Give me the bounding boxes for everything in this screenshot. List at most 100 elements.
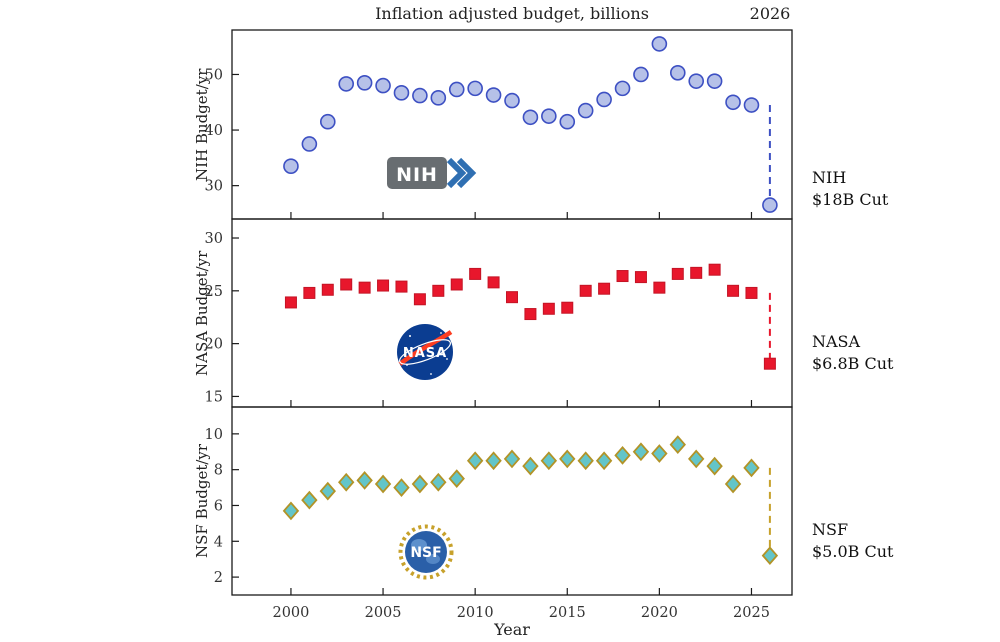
nasa-data-point (340, 278, 353, 291)
nih-data-point (633, 66, 649, 83)
nasa-data-point (524, 308, 537, 321)
nih-data-point (706, 73, 723, 89)
nih-logo-box (387, 157, 447, 189)
nsf-data-point (282, 501, 300, 521)
x-tick-label: 2010 (457, 605, 494, 621)
nasa-logo-text: NASA (403, 346, 447, 361)
nsf-data-point (743, 458, 760, 478)
nsf-data-point (559, 449, 576, 469)
nsf-data-point (338, 472, 355, 492)
nih-data-point (485, 87, 502, 103)
nih-data-point (651, 36, 668, 52)
x-tick-label: 2025 (733, 605, 770, 621)
x-tick-label: 2005 (365, 605, 402, 621)
nasa-data-point (708, 263, 721, 276)
nasa-data-point (745, 286, 758, 299)
nsf-data-point (614, 445, 631, 465)
nasa-data-point (598, 282, 611, 295)
nih-data-point (338, 76, 355, 92)
nasa-data-point (671, 267, 684, 280)
nih-data-point (743, 97, 760, 113)
nsf-cut-line2: $5.0B Cut (812, 542, 894, 561)
nih-data-point (559, 113, 576, 130)
nasa-data-point (469, 267, 482, 280)
nih-data-point (762, 197, 778, 213)
nsf-data-point (503, 449, 521, 469)
nih-data-point (430, 90, 447, 106)
nasa-data-point (321, 283, 334, 296)
nih-data-point (522, 109, 539, 126)
y-tick-label: 30 (205, 179, 223, 195)
nsf-data-point (577, 451, 594, 471)
nasa-star-icon (430, 373, 432, 375)
nsf-logo: NSF (398, 524, 454, 584)
nasa-data-point (506, 291, 518, 304)
nasa-data-point (634, 271, 647, 284)
y-tick-label: 15 (205, 389, 223, 405)
nasa-orbit-icon (399, 339, 451, 365)
nasa-cut-annotation: NASA $6.8B Cut (812, 331, 952, 375)
nih-data-point (688, 73, 705, 89)
nih-data-point (356, 75, 373, 91)
nih-data-point (504, 92, 520, 109)
nih-data-point (577, 102, 594, 119)
nasa-data-point (763, 357, 776, 370)
nih-data-point (319, 113, 336, 130)
nasa-data-point (413, 293, 426, 306)
nasa-star-icon (409, 335, 411, 337)
nasa-data-point (542, 302, 555, 315)
panel-border-nih (231, 29, 793, 220)
nih-data-point (283, 158, 299, 174)
nsf-data-point (688, 449, 705, 469)
nih-data-point (393, 85, 410, 101)
nasa-cut-line1: NASA (812, 332, 861, 351)
nsf-data-point (540, 451, 558, 471)
nsf-data-point (356, 471, 373, 490)
nasa-data-point (561, 301, 574, 314)
x-tick-label: 2020 (641, 605, 678, 621)
panel-border-nasa (231, 218, 793, 408)
nasa-cut-line2: $6.8B Cut (812, 354, 894, 373)
nasa-data-point (653, 281, 666, 294)
nsf-data-point (595, 451, 613, 471)
y-tick-label: 25 (205, 284, 223, 300)
nasa-data-point (395, 280, 408, 293)
y-axis-label-nsf: NSF Budget/yr (193, 443, 211, 559)
nih-data-point (541, 108, 557, 124)
nsf-star-ring-icon (398, 524, 454, 580)
nih-data-point (725, 94, 741, 111)
nsf-logo-text: NSF (410, 545, 441, 561)
nsf-data-point (632, 442, 650, 462)
y-tick-label: 2 (214, 570, 223, 586)
y-tick-label: 10 (205, 427, 223, 443)
nih-data-point (412, 87, 428, 104)
panel-border-nsf (231, 406, 793, 596)
nasa-star-icon (446, 358, 448, 360)
nsf-data-point (485, 451, 502, 471)
chart-title: Inflation adjusted budget, billions (375, 4, 649, 23)
y-tick-label: 20 (205, 337, 223, 353)
nasa-logo: NASA (396, 323, 454, 385)
nasa-data-point (579, 284, 592, 297)
x-tick-label: 2000 (272, 605, 309, 621)
nasa-swoosh-icon (398, 330, 453, 366)
nih-cut-line2: $18B Cut (812, 190, 889, 209)
nasa-data-point (358, 281, 371, 294)
nasa-star-icon (440, 332, 442, 334)
nsf-data-point (319, 481, 336, 501)
nasa-data-point (377, 279, 390, 292)
nsf-data-point (466, 451, 484, 471)
nih-data-point (467, 80, 483, 97)
nasa-data-point (616, 270, 629, 283)
x-tick-label: 2015 (549, 605, 586, 621)
nsf-data-point (301, 490, 318, 510)
nsf-data-point (522, 456, 539, 476)
nih-logo-text: NIH (396, 164, 438, 186)
nsf-data-point (430, 472, 447, 492)
y-tick-label: 30 (205, 231, 223, 247)
nih-arrow-icon (446, 157, 467, 189)
y-tick-label: 4 (214, 534, 223, 550)
nih-arrow-icon-2 (456, 157, 477, 189)
